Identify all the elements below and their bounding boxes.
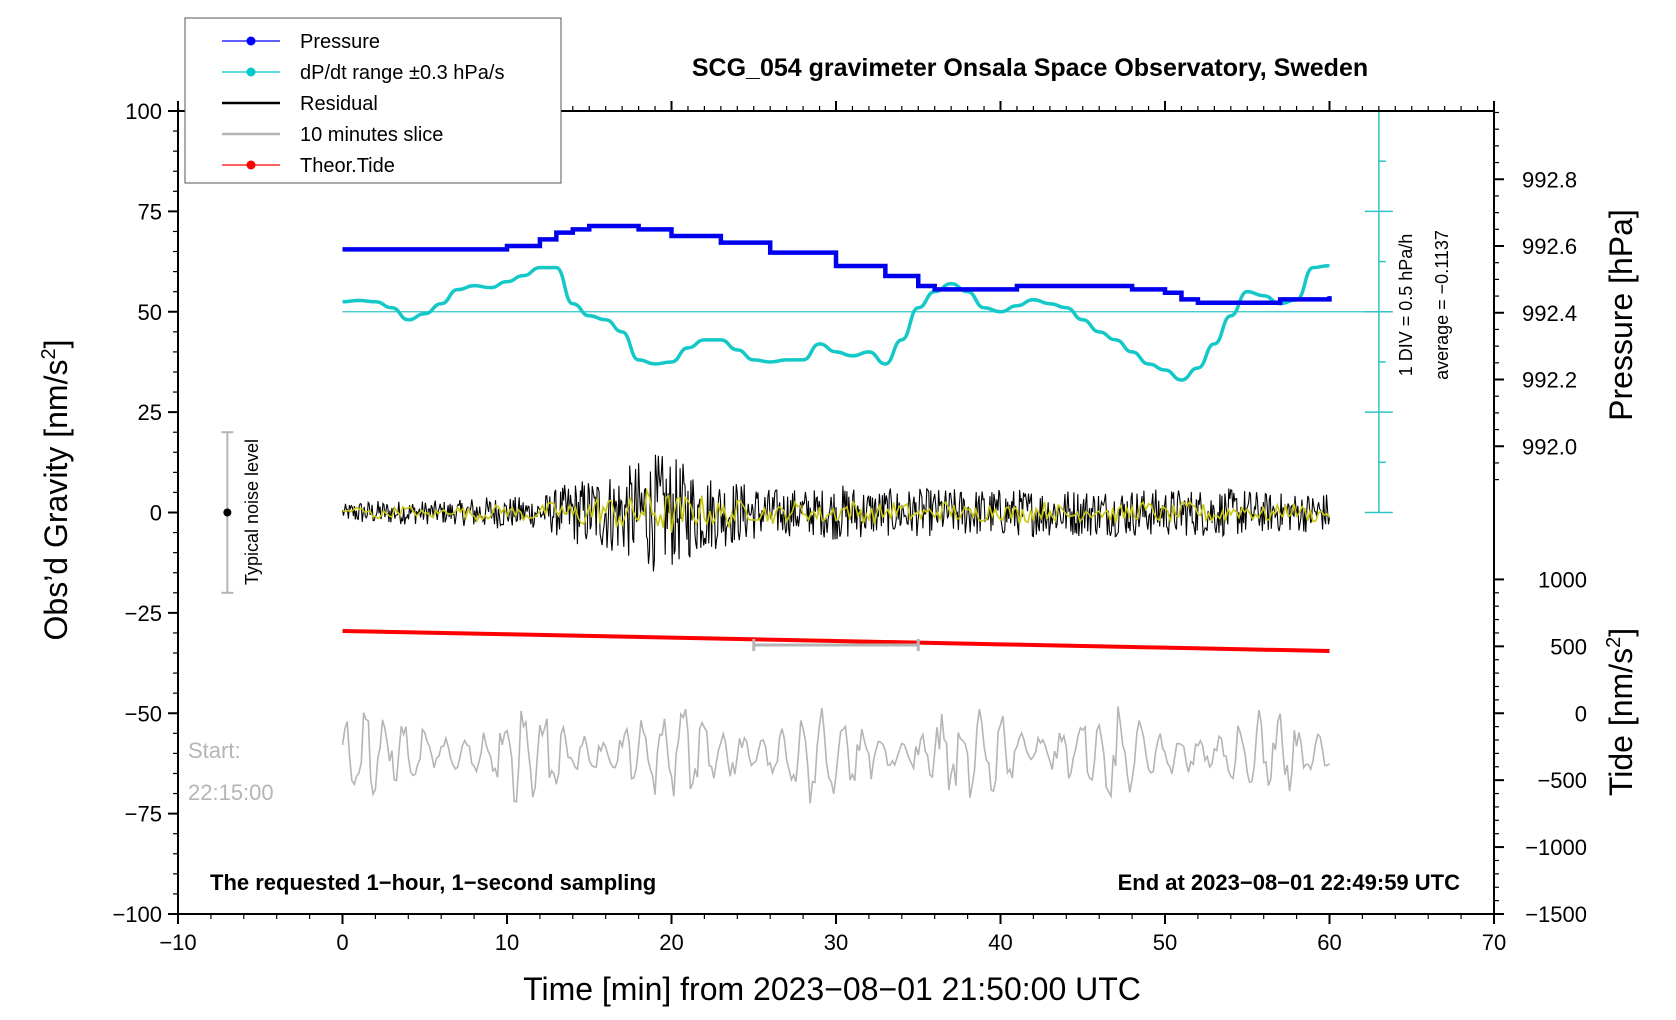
x-axis-label: Time [min] from 2023−08−01 21:50:00 UTC xyxy=(523,971,1141,1007)
tide-tick-label: −500 xyxy=(1537,768,1587,793)
pressure-tick-label: 992.2 xyxy=(1522,368,1577,393)
x-tick-label: −10 xyxy=(159,930,196,955)
average-label: average = −0.1137 xyxy=(1432,230,1452,380)
pressure-tick-label: 992.4 xyxy=(1522,301,1577,326)
legend-dpdt-label: dP/dt range ±0.3 hPa/s xyxy=(300,62,504,84)
pressure-tick-label: 992.6 xyxy=(1522,234,1577,259)
legend: Pressure dP/dt range ±0.3 hPa/s Residual 10… xyxy=(184,17,562,184)
x-tick-label: 10 xyxy=(495,930,519,955)
pressure-tick-label: 992.0 xyxy=(1522,434,1577,459)
y-tick-label: −100 xyxy=(112,902,162,927)
y-tick-label: −75 xyxy=(125,802,162,827)
tide-tick-label: 500 xyxy=(1550,634,1587,659)
x-tick-label: 20 xyxy=(659,930,683,955)
plot-layer xyxy=(221,110,1393,804)
y-tick-label: 0 xyxy=(150,501,162,526)
legend-dpdt-marker xyxy=(246,67,256,77)
residual-smooth-line xyxy=(342,487,1331,533)
noise-level-center-dot xyxy=(223,508,232,517)
tide-tick-label: −1000 xyxy=(1525,835,1587,860)
tide-axis-label: Tide [nm/s2] xyxy=(1603,628,1639,796)
tide-axis-label-sup: 2 xyxy=(1603,637,1625,648)
x-tick-label: 40 xyxy=(988,930,1012,955)
start-label: Start: xyxy=(188,738,241,763)
y-tick-label: 100 xyxy=(125,99,162,124)
x-tick-label: 0 xyxy=(336,930,348,955)
tide-tick-label: 1000 xyxy=(1538,567,1587,592)
y-tick-label: 75 xyxy=(138,199,162,224)
end-time-note: End at 2023−08−01 22:49:59 UTC xyxy=(1118,870,1461,895)
legend-pressure-marker xyxy=(246,36,256,46)
tide-axis-label-main: Tide [nm/s xyxy=(1603,648,1639,796)
pressure-line xyxy=(342,223,1332,305)
tide-tick-label: 0 xyxy=(1575,701,1587,726)
y-tick-label: 50 xyxy=(138,300,162,325)
frame-layer: −10 0 10 20 30 40 50 60 701007550250−25−50−75−10… xyxy=(112,99,1587,955)
y-axis-label-end: ] xyxy=(38,340,74,349)
x-tick-label: 60 xyxy=(1317,930,1341,955)
pressure-tick-label: 992.8 xyxy=(1522,167,1577,192)
tide-axis-label-end: ] xyxy=(1603,628,1639,637)
y-axis-label-sup: 2 xyxy=(38,348,60,359)
slice-trace-line xyxy=(341,706,1330,804)
legend-pressure-label: Pressure xyxy=(300,31,380,53)
legend-box xyxy=(184,17,562,184)
legend-slice-label: 10 minutes slice xyxy=(300,124,443,146)
noise-level-label: Typical noise level xyxy=(242,439,262,585)
x-tick-label: 50 xyxy=(1153,930,1177,955)
legend-theor-tide-label: Theor.Tide xyxy=(300,155,395,177)
pressure-axis-label: Pressure [hPa] xyxy=(1603,209,1639,421)
x-tick-label: 30 xyxy=(824,930,848,955)
y-tick-label: 25 xyxy=(138,400,162,425)
dpdt-scale-label: 1 DIV = 0.5 hPa/h xyxy=(1396,234,1416,377)
labels-layer: SCG_054 gravimeter Onsala Space Observat… xyxy=(38,54,1639,1007)
legend-residual-label: Residual xyxy=(300,93,378,115)
sampling-note: The requested 1−hour, 1−second sampling xyxy=(210,870,656,895)
y-axis-label-main: Obs’d Gravity [nm/s xyxy=(38,360,74,641)
legend-theor-tide-marker xyxy=(246,160,256,170)
y-tick-label: −25 xyxy=(125,601,162,626)
dpdt-line xyxy=(342,263,1330,382)
residual-line xyxy=(341,454,1331,572)
chart-title: SCG_054 gravimeter Onsala Space Observat… xyxy=(692,54,1368,82)
tide-tick-label: −1500 xyxy=(1525,902,1587,927)
start-time-label: 22:15:00 xyxy=(188,780,274,805)
tide-line xyxy=(342,628,1330,654)
x-tick-label: 70 xyxy=(1482,930,1506,955)
y-axis-label: Obs’d Gravity [nm/s2] xyxy=(38,340,74,641)
y-tick-label: −50 xyxy=(125,701,162,726)
